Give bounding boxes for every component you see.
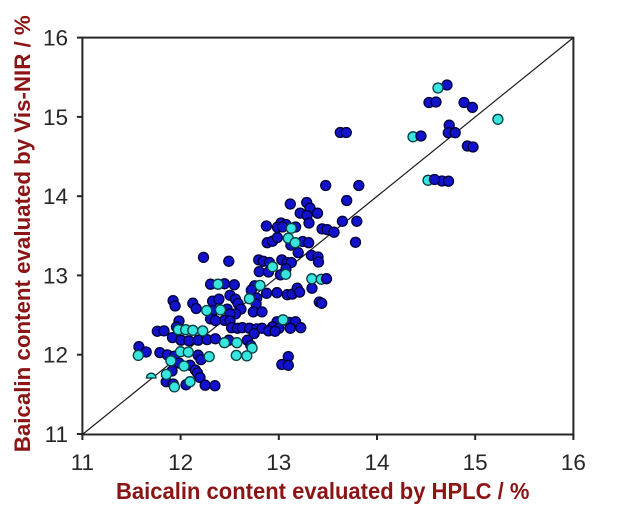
svg-text:13: 13 [266, 450, 291, 475]
svg-text:16: 16 [43, 26, 68, 51]
svg-text:14: 14 [43, 184, 68, 209]
svg-text:12: 12 [168, 450, 193, 475]
svg-text:14: 14 [364, 450, 389, 475]
svg-text:11: 11 [71, 450, 94, 475]
svg-text:12: 12 [43, 343, 68, 368]
svg-text:16: 16 [561, 450, 586, 475]
svg-text:13: 13 [43, 263, 68, 288]
svg-text:Baicalin content evaluated by: Baicalin content evaluated by HPLC / % [116, 478, 529, 504]
svg-text:Baicalin content evaluated by: Baicalin content evaluated by Vis-NIR / … [10, 15, 35, 452]
svg-text:15: 15 [463, 450, 488, 475]
svg-text:11: 11 [45, 422, 68, 447]
svg-text:15: 15 [43, 105, 68, 130]
